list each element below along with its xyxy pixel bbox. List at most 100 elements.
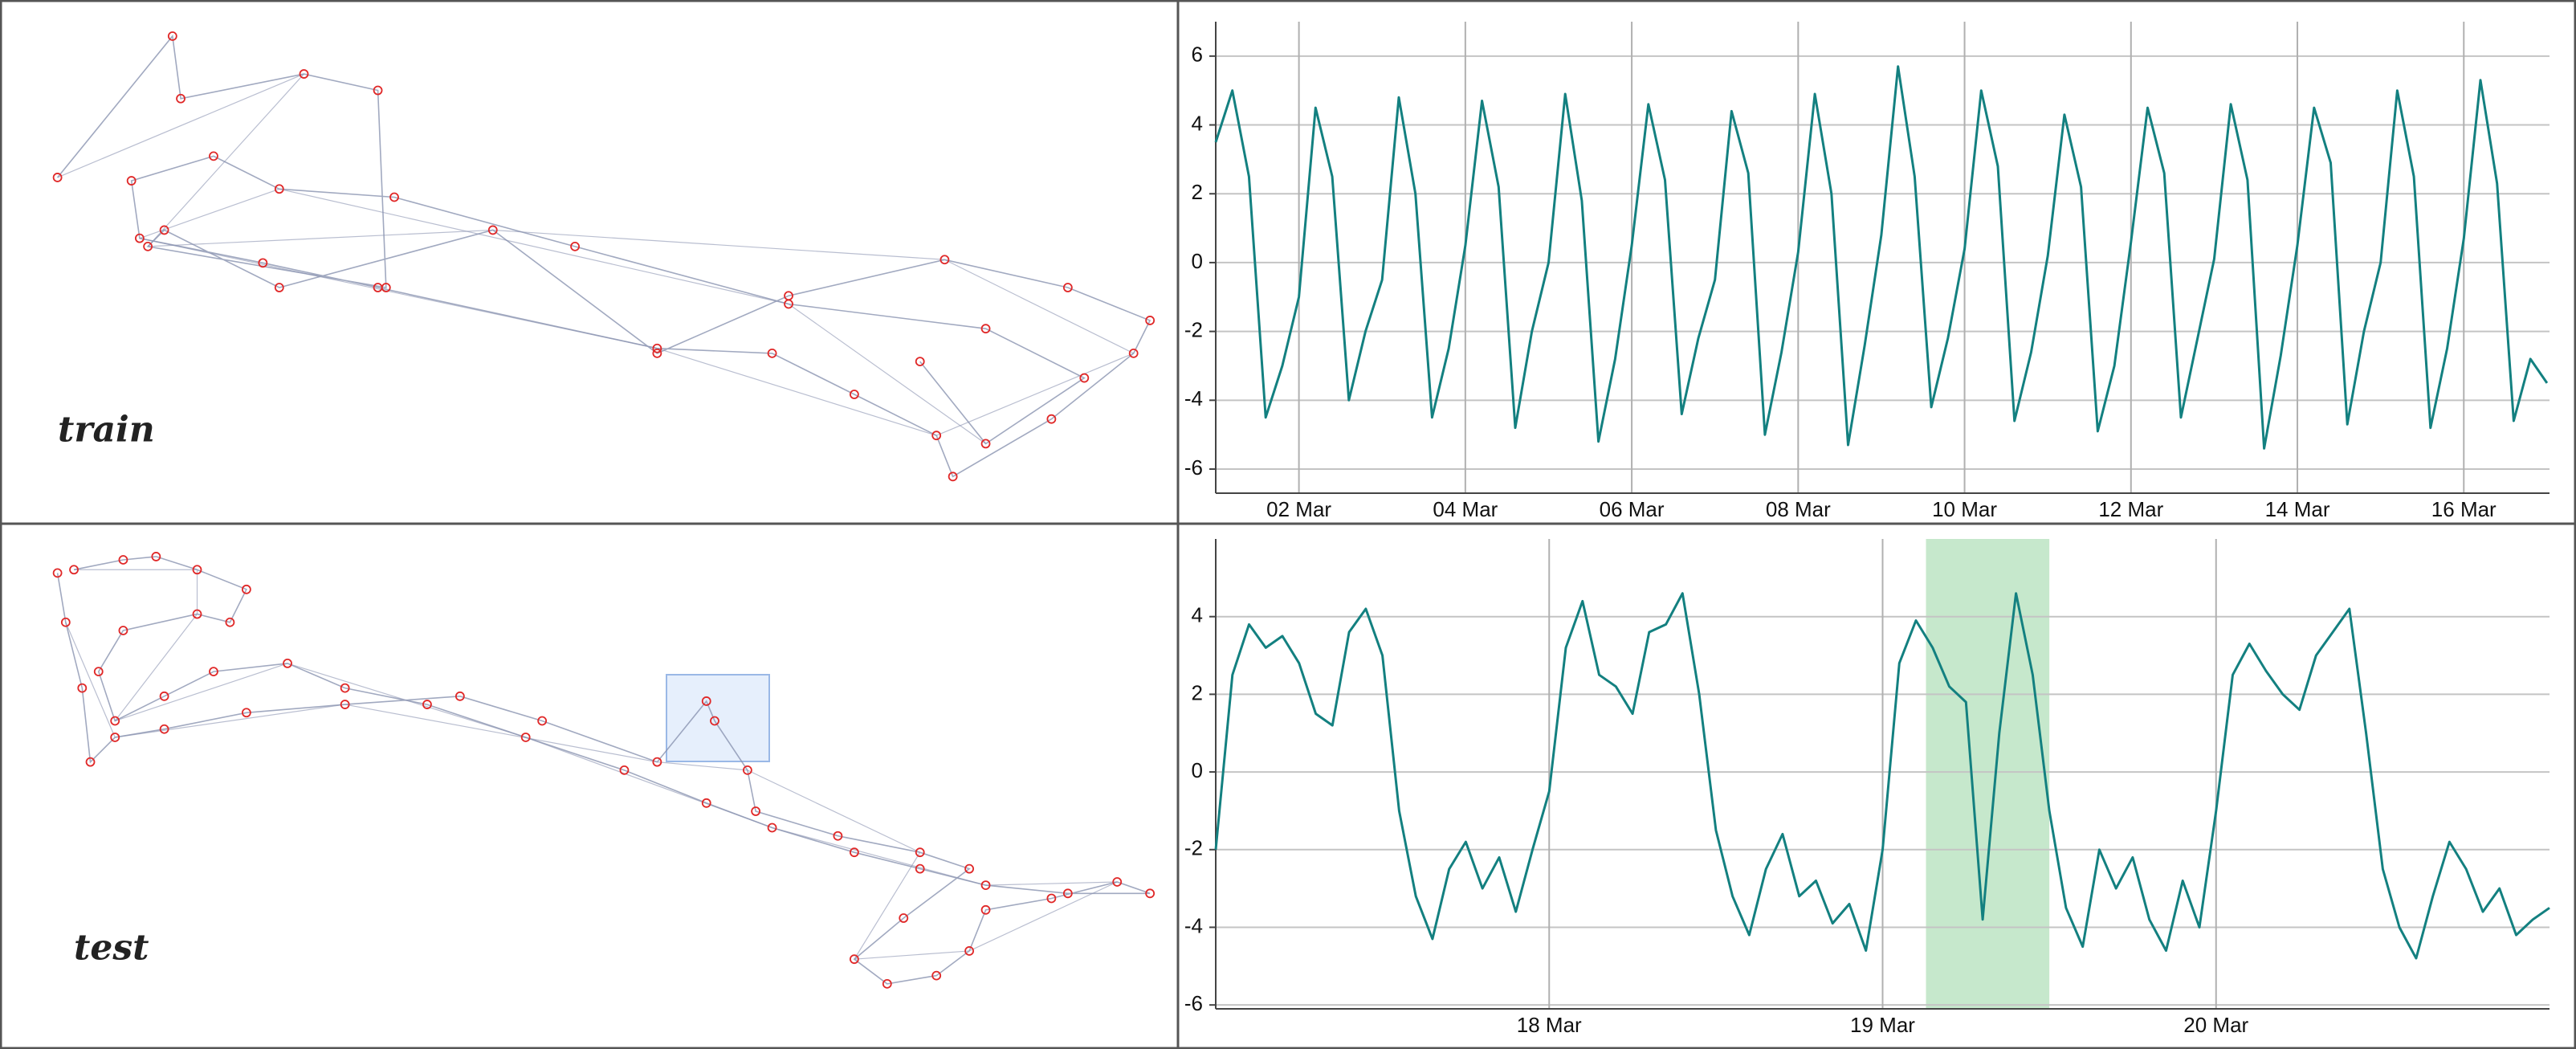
node bbox=[980, 880, 991, 891]
node bbox=[118, 555, 128, 565]
node bbox=[915, 357, 925, 367]
y-tick-label: -2 bbox=[1184, 836, 1203, 860]
node bbox=[52, 568, 63, 578]
node bbox=[710, 716, 719, 726]
node bbox=[241, 708, 251, 718]
node bbox=[784, 299, 793, 309]
node bbox=[537, 716, 548, 726]
node bbox=[85, 757, 96, 767]
y-tick-label: -2 bbox=[1184, 317, 1203, 341]
edge bbox=[114, 614, 198, 721]
node bbox=[69, 565, 79, 575]
edge bbox=[944, 259, 1134, 354]
node bbox=[767, 822, 777, 833]
y-tick-label: 4 bbox=[1192, 603, 1203, 627]
node bbox=[118, 626, 128, 635]
y-tick-label: -6 bbox=[1184, 455, 1203, 480]
node bbox=[980, 904, 991, 915]
node bbox=[258, 258, 268, 268]
x-tick-label: 18 Mar bbox=[1517, 1013, 1582, 1037]
edge bbox=[139, 238, 658, 349]
node bbox=[701, 798, 711, 808]
series-line bbox=[1214, 65, 2549, 450]
node bbox=[980, 439, 991, 449]
edges bbox=[56, 556, 1151, 985]
node bbox=[192, 565, 202, 575]
edge bbox=[968, 881, 1118, 952]
y-tick-label: 2 bbox=[1192, 680, 1203, 704]
node bbox=[389, 192, 399, 202]
node bbox=[422, 700, 432, 709]
node bbox=[849, 847, 859, 858]
node bbox=[167, 31, 177, 41]
x-tick-label: 08 Mar bbox=[1766, 497, 1831, 521]
node bbox=[1062, 283, 1073, 292]
node bbox=[849, 954, 859, 965]
x-tick-label: 19 Mar bbox=[1850, 1013, 1915, 1037]
node bbox=[93, 667, 104, 677]
node bbox=[849, 390, 859, 399]
node bbox=[701, 696, 711, 706]
x-tick-label: 20 Mar bbox=[2183, 1013, 2248, 1037]
node bbox=[60, 617, 71, 627]
node bbox=[1062, 888, 1073, 899]
node bbox=[882, 978, 892, 989]
edge bbox=[147, 73, 304, 247]
node bbox=[192, 609, 202, 619]
edge bbox=[525, 737, 772, 829]
node bbox=[980, 324, 991, 334]
node bbox=[176, 93, 185, 104]
panel-label: train bbox=[58, 410, 155, 451]
node bbox=[570, 241, 580, 251]
edge bbox=[115, 704, 345, 738]
node bbox=[159, 225, 169, 235]
node bbox=[652, 343, 662, 353]
node bbox=[899, 913, 909, 923]
node bbox=[964, 946, 974, 956]
y-tick-label: -4 bbox=[1184, 386, 1203, 410]
series-line bbox=[1214, 592, 2550, 960]
edge bbox=[115, 663, 288, 722]
node bbox=[373, 85, 383, 96]
x-tick-label: 12 Mar bbox=[2098, 497, 2163, 521]
node bbox=[940, 255, 950, 265]
node bbox=[151, 552, 161, 561]
node bbox=[225, 617, 235, 627]
x-tick-label: 10 Mar bbox=[1932, 497, 1997, 521]
y-tick-label: 0 bbox=[1192, 758, 1203, 782]
node bbox=[1128, 348, 1139, 358]
edge bbox=[57, 73, 304, 178]
edge bbox=[139, 188, 280, 239]
node bbox=[652, 348, 662, 358]
highlight-band bbox=[1926, 539, 2050, 1009]
edge bbox=[287, 663, 526, 738]
edge bbox=[657, 761, 748, 771]
edge bbox=[279, 188, 789, 305]
node bbox=[1145, 316, 1156, 325]
edge bbox=[854, 851, 921, 960]
node bbox=[915, 863, 925, 874]
node bbox=[487, 225, 498, 235]
node bbox=[299, 69, 309, 79]
edge bbox=[148, 229, 493, 247]
node bbox=[373, 283, 383, 292]
edge bbox=[935, 353, 1134, 436]
edges bbox=[56, 35, 1151, 478]
edge bbox=[492, 229, 945, 260]
node bbox=[143, 241, 153, 251]
x-tick-label: 06 Mar bbox=[1600, 497, 1665, 521]
y-tick-label: 0 bbox=[1192, 249, 1203, 273]
node bbox=[1079, 373, 1090, 383]
x-tick-label: 16 Mar bbox=[2431, 497, 2497, 521]
node bbox=[135, 233, 145, 243]
node bbox=[767, 348, 777, 358]
edge bbox=[985, 881, 1118, 886]
y-tick-label: 2 bbox=[1192, 180, 1203, 204]
node bbox=[751, 806, 761, 816]
node bbox=[833, 831, 843, 841]
node bbox=[619, 765, 630, 775]
node bbox=[159, 724, 169, 734]
node bbox=[77, 683, 88, 693]
y-tick-label: -6 bbox=[1184, 991, 1203, 1015]
